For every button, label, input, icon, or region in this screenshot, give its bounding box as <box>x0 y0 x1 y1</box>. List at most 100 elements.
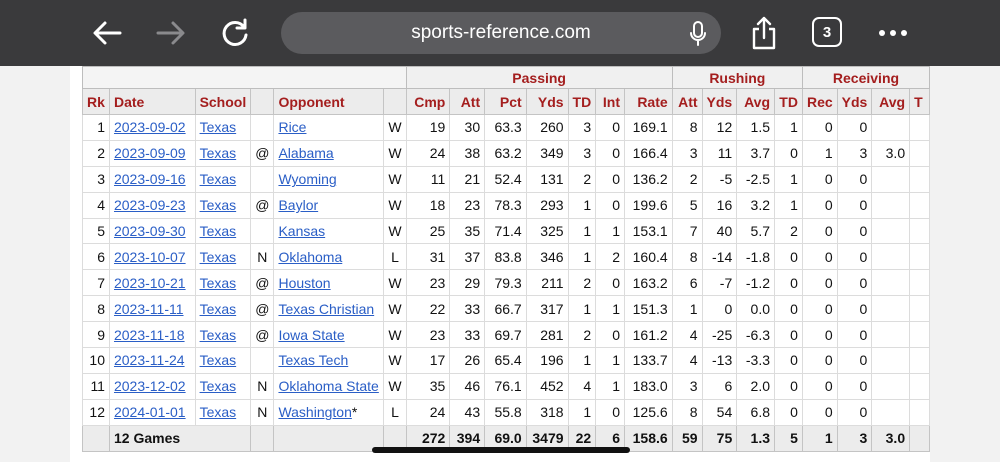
cell-opponent-link[interactable]: Alabama <box>278 145 334 162</box>
cell-opponent[interactable]: Houston <box>273 269 385 297</box>
col-td[interactable]: TD <box>567 88 597 115</box>
cell-opponent-link[interactable]: Iowa State <box>278 326 345 343</box>
cell-opponent[interactable]: Rice <box>273 114 385 141</box>
cell-school[interactable]: Texas <box>194 398 252 426</box>
cell-school-link[interactable]: Texas <box>199 171 237 188</box>
col-result[interactable] <box>383 88 407 115</box>
cell-date[interactable]: 2023-10-07 <box>108 243 196 271</box>
cell-school[interactable]: Texas <box>194 243 252 271</box>
cell-opponent-link[interactable]: Oklahoma <box>278 248 343 265</box>
cell-opponent-link[interactable]: Houston <box>278 274 331 291</box>
cell-opponent[interactable]: Baylor <box>273 191 385 219</box>
cell-date[interactable]: 2023-11-11 <box>108 295 196 323</box>
cell-opponent-link[interactable]: Baylor <box>278 197 319 214</box>
cell-opponent[interactable]: Washington* <box>273 398 385 426</box>
cell-opponent[interactable]: Texas Tech <box>273 347 385 374</box>
cell-school-link[interactable]: Texas <box>199 119 237 136</box>
cell-opponent[interactable]: Oklahoma <box>273 243 385 271</box>
cell-school-link[interactable]: Texas <box>199 197 237 214</box>
cell-school-link[interactable]: Texas <box>199 378 237 395</box>
cell-date[interactable]: 2023-09-02 <box>108 114 196 141</box>
cell-date-link[interactable]: 2023-10-07 <box>113 248 186 265</box>
cell-date-link[interactable]: 2023-11-18 <box>113 326 185 343</box>
cell-date[interactable]: 2023-09-16 <box>108 165 196 193</box>
share-icon[interactable] <box>745 14 783 52</box>
cell-school[interactable]: Texas <box>194 295 252 323</box>
col-rec-avg[interactable]: Avg <box>871 88 911 115</box>
col-rk[interactable]: Rk <box>82 88 110 115</box>
col-rush-att[interactable]: Att <box>671 88 703 115</box>
col-rec[interactable]: Rec <box>801 88 838 115</box>
cell-school-link[interactable]: Texas <box>199 300 237 317</box>
col-int[interactable]: Int <box>595 88 625 115</box>
address-bar[interactable]: sports-reference.com <box>281 12 721 54</box>
cell-opponent[interactable]: Wyoming <box>273 165 385 193</box>
cell-school[interactable]: Texas <box>194 217 252 245</box>
cell-school[interactable]: Texas <box>194 165 252 193</box>
cell-opponent[interactable]: Oklahoma State <box>273 372 385 400</box>
cell-opponent-link[interactable]: Kansas <box>278 223 326 239</box>
cell-school[interactable]: Texas <box>194 114 252 141</box>
cell-date[interactable]: 2023-11-18 <box>108 321 196 349</box>
cell-date-link[interactable]: 2023-09-16 <box>113 171 186 188</box>
cell-school[interactable]: Texas <box>194 347 252 374</box>
cell-opponent[interactable]: Kansas <box>273 217 385 245</box>
cell-date-link[interactable]: 2023-11-11 <box>113 300 184 317</box>
cell-date-link[interactable]: 2023-10-21 <box>113 274 186 291</box>
cell-opponent-link[interactable]: Oklahoma State <box>278 378 379 395</box>
cell-school-link[interactable]: Texas <box>199 326 237 343</box>
cell-school[interactable]: Texas <box>194 321 252 349</box>
cell-date[interactable]: 2023-11-24 <box>108 347 196 374</box>
cell-date-link[interactable]: 2023-09-02 <box>113 119 186 136</box>
more-icon[interactable] <box>874 14 912 52</box>
col-location[interactable] <box>250 88 275 115</box>
col-date[interactable]: Date <box>108 88 196 115</box>
cell-date[interactable]: 2023-12-02 <box>108 372 196 400</box>
cell-opponent[interactable]: Alabama <box>273 139 385 167</box>
cell-school-link[interactable]: Texas <box>199 274 237 291</box>
col-school[interactable]: School <box>194 88 252 115</box>
game-log-table-scroll[interactable]: Passing Rushing Receiving Rk Date School… <box>82 66 930 458</box>
cell-date-link[interactable]: 2023-12-02 <box>113 378 186 395</box>
cell-school[interactable]: Texas <box>194 372 252 400</box>
cell-opponent-link[interactable]: Washington <box>278 404 352 421</box>
cell-school-link[interactable]: Texas <box>199 223 237 239</box>
col-att[interactable]: Att <box>449 88 486 115</box>
cell-school-link[interactable]: Texas <box>199 248 237 265</box>
cell-school-link[interactable]: Texas <box>199 352 237 369</box>
cell-date-link[interactable]: 2023-09-30 <box>113 223 186 239</box>
cell-date[interactable]: 2023-09-09 <box>108 139 196 167</box>
tabs-icon[interactable]: 3 <box>812 17 842 47</box>
col-rush-td[interactable]: TD <box>774 88 803 115</box>
cell-opponent[interactable]: Texas Christian <box>273 295 385 323</box>
back-arrow-icon[interactable] <box>88 14 126 52</box>
cell-opponent[interactable]: Iowa State <box>273 321 385 349</box>
col-yds[interactable]: Yds <box>525 88 569 115</box>
cell-date[interactable]: 2023-09-23 <box>108 191 196 219</box>
cell-opponent-link[interactable]: Texas Tech <box>278 352 349 369</box>
cell-school[interactable]: Texas <box>194 139 252 167</box>
cell-date[interactable]: 2023-09-30 <box>108 217 196 245</box>
col-opponent[interactable]: Opponent <box>273 88 385 115</box>
cell-date-link[interactable]: 2023-11-24 <box>113 352 185 369</box>
cell-opponent-link[interactable]: Rice <box>278 119 307 136</box>
cell-opponent-link[interactable]: Wyoming <box>278 171 337 188</box>
col-rate[interactable]: Rate <box>623 88 673 115</box>
col-pct[interactable]: Pct <box>484 88 527 115</box>
col-rec-yds[interactable]: Yds <box>836 88 873 115</box>
forward-arrow-icon[interactable] <box>152 14 190 52</box>
col-rec-td[interactable]: T <box>909 88 930 115</box>
cell-date[interactable]: 2024-01-01 <box>108 398 196 426</box>
col-rush-avg[interactable]: Avg <box>736 88 775 115</box>
col-rush-yds[interactable]: Yds <box>701 88 738 115</box>
col-cmp[interactable]: Cmp <box>405 88 451 115</box>
cell-date-link[interactable]: 2024-01-01 <box>113 404 186 421</box>
cell-date-link[interactable]: 2023-09-09 <box>113 145 186 162</box>
reload-icon[interactable] <box>216 14 254 52</box>
cell-school[interactable]: Texas <box>194 191 252 219</box>
cell-date[interactable]: 2023-10-21 <box>108 269 196 297</box>
cell-date-link[interactable]: 2023-09-23 <box>113 197 186 214</box>
cell-school-link[interactable]: Texas <box>199 404 237 421</box>
cell-school-link[interactable]: Texas <box>199 145 237 162</box>
cell-school[interactable]: Texas <box>194 269 252 297</box>
